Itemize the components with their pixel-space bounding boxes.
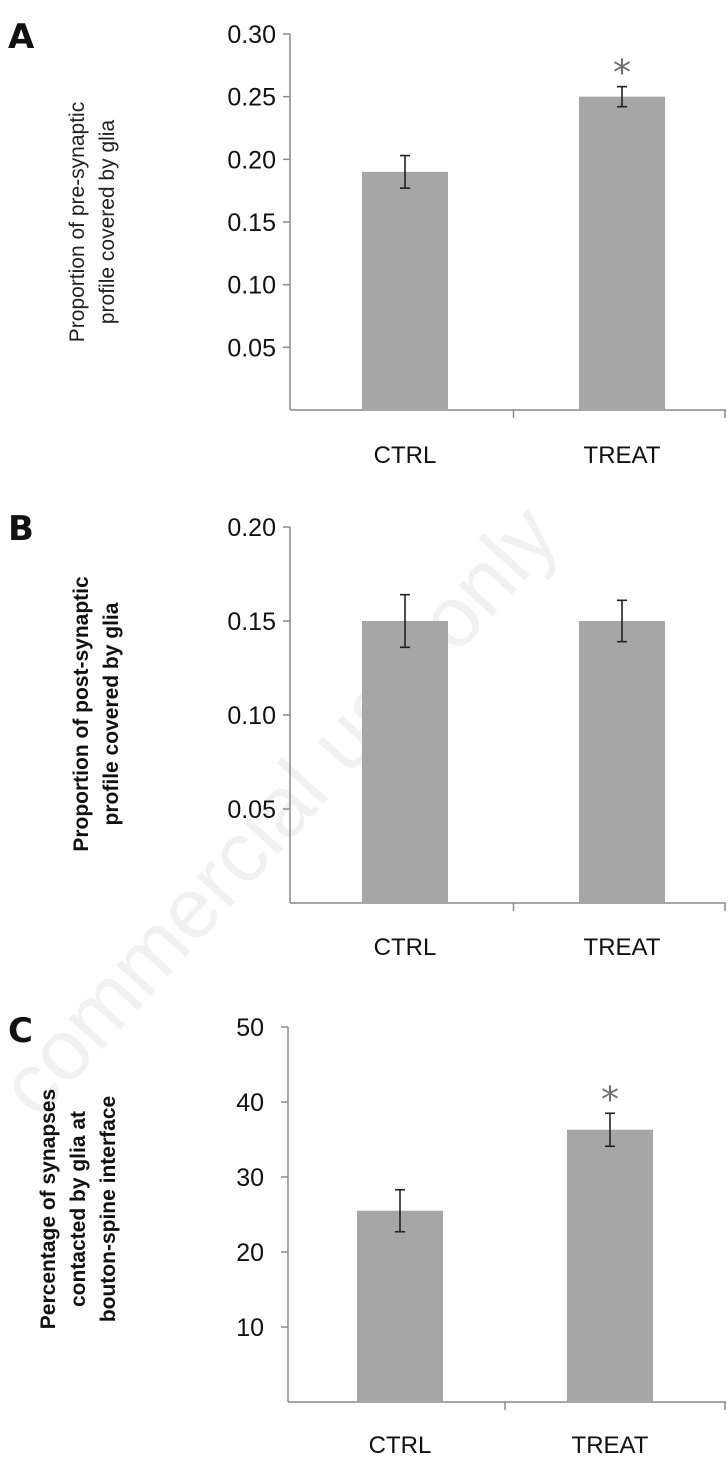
panel-b: B Proportion of post-synaptic profile cove… [8,509,726,961]
bar-ctrl [362,621,448,903]
panel-a: A Proportion of pre-synaptic profile cover… [8,17,726,469]
bar-treat [567,1129,653,1402]
y-axis-label-line: profile covered by glia [96,120,119,325]
y-axis-label-line: Proportion of post-synaptic [70,576,93,852]
y-axis-label-line: contacted by glia at [67,1111,90,1307]
y-tick-label: 0.15 [227,608,276,636]
y-tick-label: 10 [236,1314,264,1342]
significance-marker: * [613,53,631,94]
y-tick-label: 0.05 [227,796,276,824]
x-category-label: CTRL [374,442,437,469]
x-category-label: TREAT [584,442,661,469]
y-tick-label: 0.15 [227,209,276,237]
y-axis-label-line: bouton-spine interface [97,1096,120,1322]
y-axis-label: Proportion of post-synaptic profile cover… [70,576,123,852]
y-tick-label: 40 [236,1089,264,1117]
y-axis-label: Proportion of pre-synaptic profile covere… [66,102,119,342]
bar-ctrl [362,171,448,410]
y-axis-label-line: Proportion of pre-synaptic [66,102,89,342]
y-tick-label: 0.10 [227,272,276,300]
significance-marker: * [601,1079,619,1120]
y-tick-label: 50 [236,1014,264,1042]
y-tick-label: 0.30 [227,21,276,49]
y-tick-label: 20 [236,1239,264,1267]
panel-letter: A [8,17,35,57]
bar-treat [579,621,665,903]
y-tick-label: 0.25 [227,84,276,112]
x-category-label: CTRL [369,1432,432,1459]
x-category-label: TREAT [584,934,661,961]
y-tick-label: 0.05 [227,334,276,362]
y-axis-label: Percentage of synapses contacted by glia … [37,1089,120,1329]
bar-treat [579,96,665,411]
y-tick-label: 0.20 [227,514,276,542]
panel-letter: C [8,1011,33,1051]
x-category-label: TREAT [572,1432,649,1459]
y-axis-label-line: profile covered by glia [100,602,123,825]
y-tick-label: 0.10 [227,702,276,730]
panel-c: C Percentage of synapses contacted by glia… [8,1011,726,1459]
bar-ctrl [357,1210,443,1402]
y-tick-label: 30 [236,1164,264,1192]
y-tick-label: 0.20 [227,146,276,174]
panel-letter: B [8,509,34,549]
x-category-label: CTRL [374,934,437,961]
y-axis-label-line: Percentage of synapses [37,1089,60,1329]
